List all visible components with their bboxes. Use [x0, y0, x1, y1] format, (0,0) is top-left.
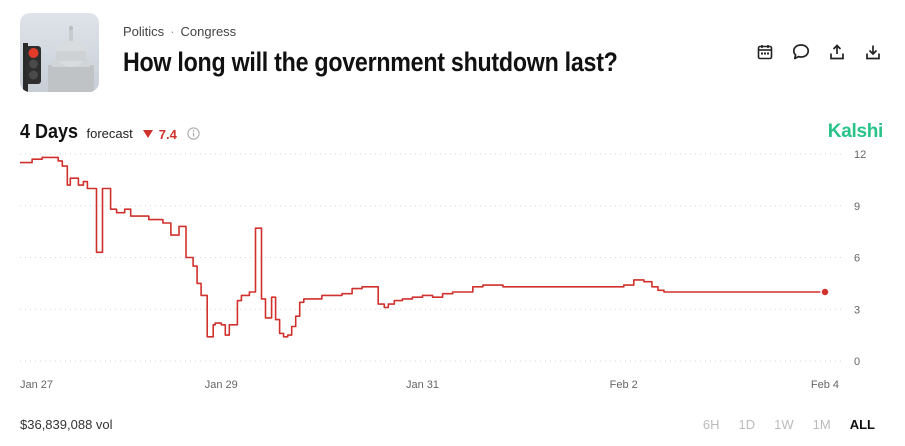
range-button-1d[interactable]: 1D — [738, 417, 756, 432]
x-tick-label: Jan 31 — [406, 379, 439, 391]
share-icon — [830, 44, 844, 60]
range-button-all[interactable]: ALL — [849, 417, 875, 432]
info-button[interactable] — [187, 127, 200, 145]
breadcrumb-category[interactable]: Politics — [123, 24, 165, 39]
kalshi-logo: Kalshi — [827, 121, 884, 142]
chart-series-line — [20, 156, 825, 338]
range-button-6h[interactable]: 6H — [702, 417, 720, 432]
x-tick-label: Jan 29 — [205, 379, 238, 391]
download-icon — [866, 45, 880, 60]
y-tick-label: 3 — [854, 304, 860, 316]
breadcrumb: Politics · Congress — [123, 24, 236, 39]
download-button[interactable] — [863, 42, 883, 62]
time-range-selector: 6H 1D 1W 1M ALL — [703, 417, 875, 432]
info-icon — [187, 127, 200, 140]
forecast-change: 7.4 — [142, 126, 177, 142]
forecast-summary: 4 Days forecast 7.4 — [20, 121, 200, 144]
breadcrumb-subcategory[interactable]: Congress — [180, 24, 237, 39]
y-tick-label: 9 — [854, 201, 860, 213]
y-tick-label: 6 — [854, 253, 860, 265]
chart-current-point — [820, 287, 830, 297]
range-button-1m[interactable]: 1M — [812, 417, 831, 432]
x-tick-label: Jan 27 — [20, 379, 53, 391]
capitol-traffic-light-image — [20, 13, 99, 92]
page-title: How long will the government shutdown la… — [123, 47, 618, 77]
share-button[interactable] — [827, 42, 847, 62]
calendar-icon — [757, 45, 773, 60]
forecast-value: 4 Days — [20, 121, 79, 143]
x-tick-label: Feb 4 — [811, 379, 839, 391]
comment-icon — [792, 44, 810, 60]
header-actions — [755, 42, 883, 62]
forecast-label: forecast — [86, 126, 133, 141]
breadcrumb-separator: · — [170, 24, 175, 39]
comment-button[interactable] — [791, 42, 811, 62]
forecast-change-value: 7.4 — [158, 126, 177, 142]
volume-label: $36,839,088 vol — [20, 417, 113, 432]
y-tick-label: 12 — [854, 149, 866, 161]
down-triangle-icon — [142, 130, 153, 138]
market-thumbnail — [20, 13, 99, 92]
calendar-button[interactable] — [755, 42, 775, 62]
range-button-1w[interactable]: 1W — [774, 417, 794, 432]
x-tick-label: Feb 2 — [610, 379, 638, 391]
forecast-line-chart[interactable]: 0 3 6 9 12 Jan 27 Jan 29 Jan 31 Feb 2 Feb 4 — [0, 140, 905, 395]
y-tick-label: 0 — [854, 356, 860, 368]
